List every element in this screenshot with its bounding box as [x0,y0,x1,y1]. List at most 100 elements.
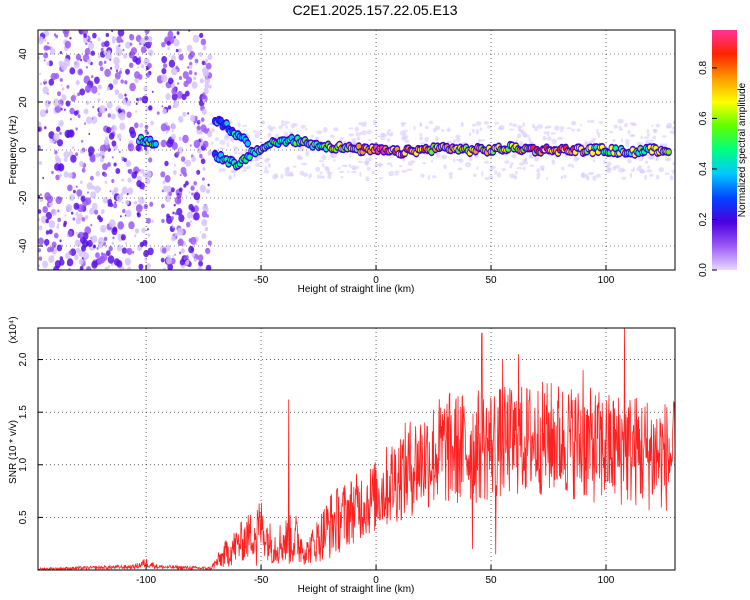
noise-blob [106,250,111,256]
halo-blob [652,135,657,140]
noise-blob [63,157,68,163]
y-tick-label: 1.0 [18,457,29,471]
noise-blob [173,38,180,47]
noise-blob [90,50,95,56]
noise-blob [118,150,121,153]
noise-blob [204,77,211,85]
noise-blob [59,51,63,55]
noise-blob [189,114,196,122]
noise-blob [42,86,49,95]
noise-blob [116,260,123,268]
noise-blob [115,48,123,57]
noise-blob [38,248,41,253]
halo-blob [545,177,549,180]
noise-blob [188,53,193,60]
y-tick-label: 20 [18,96,29,108]
halo-blob [220,168,226,172]
noise-blob [57,209,60,213]
colorbar-label: Normalized spectral amplitude [737,82,748,217]
x-tick-label: -50 [254,275,269,286]
noise-blob [103,236,108,242]
noise-blob [161,68,167,75]
halo-blob [472,123,477,127]
noise-blob [72,217,76,221]
noise-blob [43,45,49,51]
noise-blob [38,264,41,268]
halo-blob [349,152,352,159]
noise-blob [125,199,130,206]
noise-blob [44,38,47,42]
halo-blob [645,160,649,164]
noise-blob [183,161,187,164]
x-tick-label: -100 [136,275,156,286]
halo-blob [570,121,577,126]
halo-blob [446,129,452,132]
noise-blob [121,247,127,254]
noise-blob [185,255,189,260]
x-tick-label: 0 [373,275,379,286]
halo-blob [457,167,463,171]
noise-blob [150,120,154,126]
halo-blob [272,174,278,180]
noise-blob [178,116,184,123]
halo-blob [292,165,297,168]
noise-blob [193,192,201,201]
noise-blob [193,181,197,186]
noise-blob [77,92,81,97]
noise-blob [200,138,203,141]
noise-blob [146,217,151,224]
halo-blob [339,137,344,142]
noise-blob [147,247,154,256]
halo-blob [536,172,541,178]
noise-blob [65,100,71,107]
halo-blob [218,147,225,150]
noise-blob [44,238,50,246]
noise-blob [182,134,189,144]
halo-blob [419,142,426,145]
halo-blob [339,170,345,174]
halo-blob [672,161,675,166]
halo-blob [499,124,505,131]
noise-blob [61,94,67,101]
noise-blob [63,222,67,228]
halo-blob [254,133,260,139]
noise-blob [112,78,119,85]
halo-blob [559,126,565,131]
halo-blob [299,170,305,176]
noise-blob [171,235,176,242]
halo-blob [469,132,472,136]
halo-blob [649,155,656,160]
noise-blob [186,211,193,219]
noise-blob [125,209,132,218]
halo-blob [494,121,499,125]
halo-blob [624,139,630,144]
halo-blob [629,172,633,179]
halo-blob [646,169,652,173]
noise-blob [81,217,86,222]
signal-trace [136,115,672,171]
halo-blob [494,170,498,175]
noise-blob [108,219,116,228]
halo-blob [449,174,453,180]
noise-blob [206,188,210,194]
halo-blob [402,134,408,140]
noise-blob [93,244,96,249]
noise-blob [38,237,44,246]
noise-blob [57,163,65,172]
noise-blob [84,48,91,56]
noise-blob [86,182,93,190]
halo-blob [591,137,597,141]
noise-blob [141,227,146,234]
halo-blob [390,164,393,168]
noise-blob [171,129,174,133]
noise-blob [167,46,170,51]
noise-blob [189,144,192,147]
noise-blob [137,66,140,69]
noise-blob [140,64,144,69]
halo-blob [425,125,429,130]
noise-blob [136,180,142,188]
halo-blob [509,173,516,179]
noise-blob [188,245,195,254]
noise-blob [121,201,124,205]
noise-blob [79,160,84,167]
